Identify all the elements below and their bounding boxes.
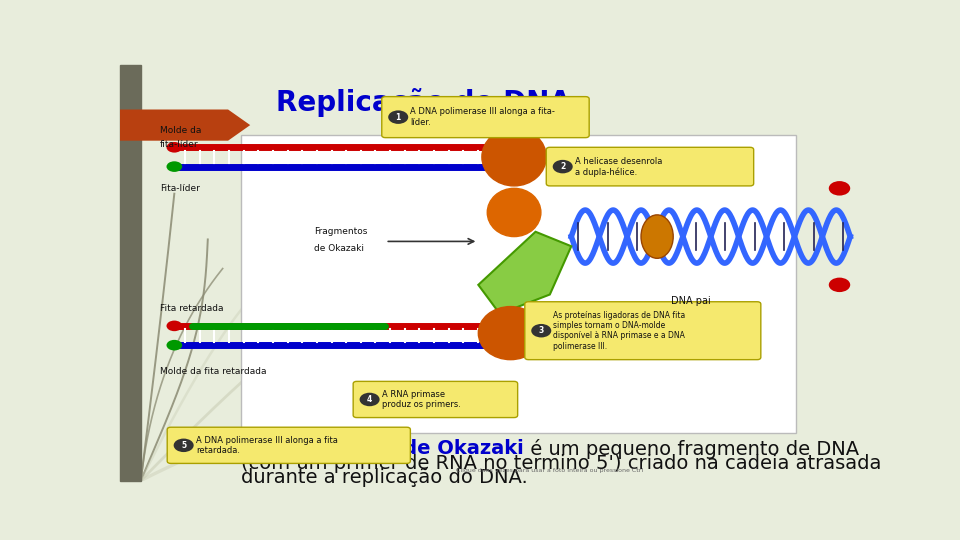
FancyBboxPatch shape <box>167 427 410 463</box>
Text: 5: 5 <box>181 441 186 450</box>
Ellipse shape <box>828 278 851 292</box>
Ellipse shape <box>360 393 379 406</box>
Ellipse shape <box>166 321 182 331</box>
Text: é um pequeno fragmento de DNA: é um pequeno fragmento de DNA <box>523 439 858 459</box>
Polygon shape <box>120 110 251 141</box>
Text: Fita-líder: Fita-líder <box>160 184 200 193</box>
FancyBboxPatch shape <box>525 302 761 360</box>
Text: Molde da: Molde da <box>160 126 202 135</box>
Ellipse shape <box>166 161 182 172</box>
Text: A RNA primase
produz os primers.: A RNA primase produz os primers. <box>382 390 461 409</box>
FancyBboxPatch shape <box>382 97 589 138</box>
FancyBboxPatch shape <box>546 147 754 186</box>
Text: fragmento de Okazaki: fragmento de Okazaki <box>280 439 523 458</box>
Text: As proteínas ligadoras de DNA fita
simples tornam o DNA-molde
disponível à RNA p: As proteínas ligadoras de DNA fita simpl… <box>553 310 685 351</box>
Ellipse shape <box>166 142 182 153</box>
Text: Clique duas vezes para usar a foto inteira ou pressione Ctrl: Clique duas vezes para usar a foto intei… <box>456 468 643 473</box>
Ellipse shape <box>174 438 194 452</box>
Text: Replicação do DNA: Replicação do DNA <box>276 87 571 117</box>
Text: A DNA polimerase III alonga a fita
retardada.: A DNA polimerase III alonga a fita retar… <box>196 436 338 455</box>
Text: 2: 2 <box>560 162 565 171</box>
Text: 3: 3 <box>539 326 544 335</box>
Text: A helicase desenrola
a dupla-hélice.: A helicase desenrola a dupla-hélice. <box>575 157 662 177</box>
Text: A DNA polimerase III alonga a fita-
líder.: A DNA polimerase III alonga a fita- líde… <box>410 107 555 127</box>
Ellipse shape <box>553 160 573 173</box>
FancyBboxPatch shape <box>353 381 517 417</box>
Text: DNA pai: DNA pai <box>671 296 711 306</box>
Ellipse shape <box>166 340 182 350</box>
Bar <box>120 65 141 481</box>
Ellipse shape <box>828 181 851 195</box>
Ellipse shape <box>388 110 408 124</box>
Text: Molde da fita retardada: Molde da fita retardada <box>160 367 267 376</box>
Text: Um: Um <box>241 439 280 458</box>
Text: Fragmentos: Fragmentos <box>314 227 367 237</box>
Ellipse shape <box>482 128 546 186</box>
Text: durante a replicação do DNA.: durante a replicação do DNA. <box>241 468 528 487</box>
Bar <box>241 136 796 433</box>
Text: fita-líder: fita-líder <box>160 140 199 150</box>
Ellipse shape <box>478 307 542 360</box>
Polygon shape <box>478 232 571 314</box>
Text: 1: 1 <box>396 113 401 122</box>
Text: Fita retardada: Fita retardada <box>160 305 224 314</box>
Text: 4: 4 <box>367 395 372 404</box>
Ellipse shape <box>488 188 540 237</box>
Text: (com um primer de RNA no termino 5') criado na cadeia atrasada: (com um primer de RNA no termino 5') cri… <box>241 454 881 472</box>
Text: de Okazaki: de Okazaki <box>314 244 364 253</box>
Ellipse shape <box>641 215 673 258</box>
Ellipse shape <box>531 324 551 338</box>
